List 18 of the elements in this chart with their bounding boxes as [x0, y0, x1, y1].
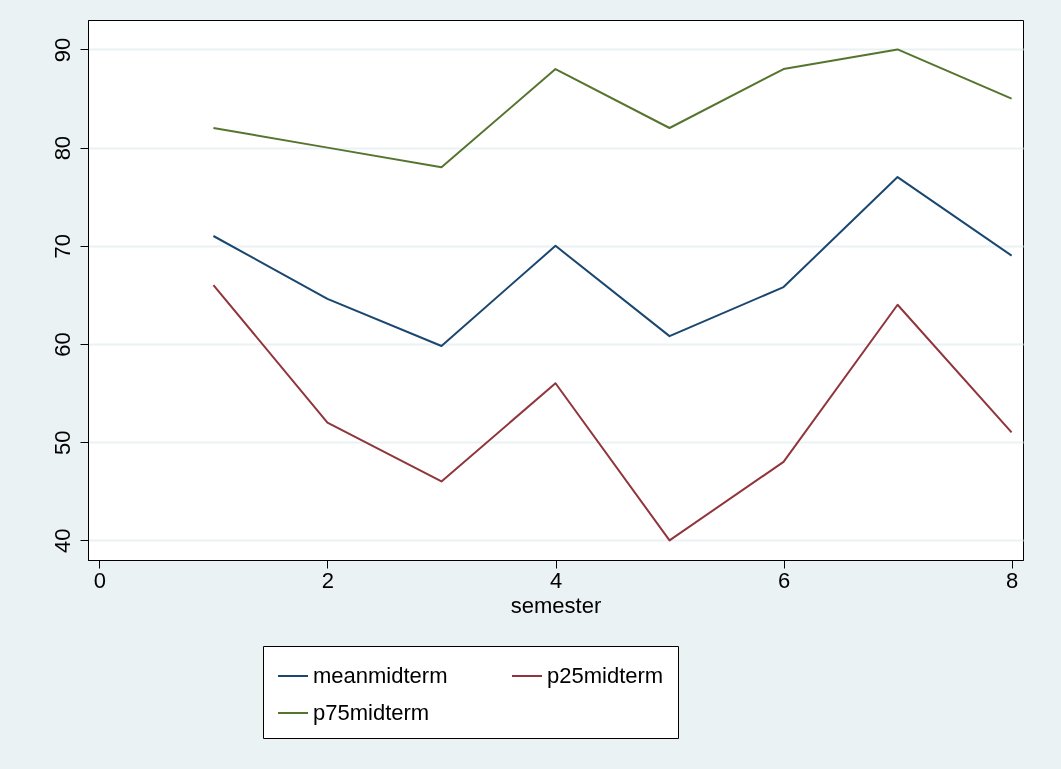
- y-tick-label: 60: [49, 332, 75, 357]
- line-series: [212, 284, 1013, 542]
- y-tick-label: 40: [49, 528, 75, 554]
- x-tick-label: 2: [321, 567, 335, 593]
- line-series: [212, 48, 1013, 169]
- x-tick-label: 4: [549, 567, 563, 593]
- x-tick-label: 6: [777, 567, 791, 593]
- legend-label: p25midterm: [547, 663, 664, 688]
- legend-label: meanmidterm: [313, 663, 448, 688]
- line-series: [212, 176, 1013, 347]
- x-axis-title: semester: [510, 592, 602, 618]
- x-tick-label: 0: [93, 567, 107, 593]
- x-tick-label: 8: [1005, 567, 1019, 593]
- y-tick-label: 80: [49, 135, 75, 161]
- y-tick-label: 90: [49, 37, 75, 63]
- legend-label: p75midterm: [313, 700, 430, 725]
- y-tick-label: 70: [49, 234, 75, 259]
- y-tick-label: 50: [49, 430, 75, 455]
